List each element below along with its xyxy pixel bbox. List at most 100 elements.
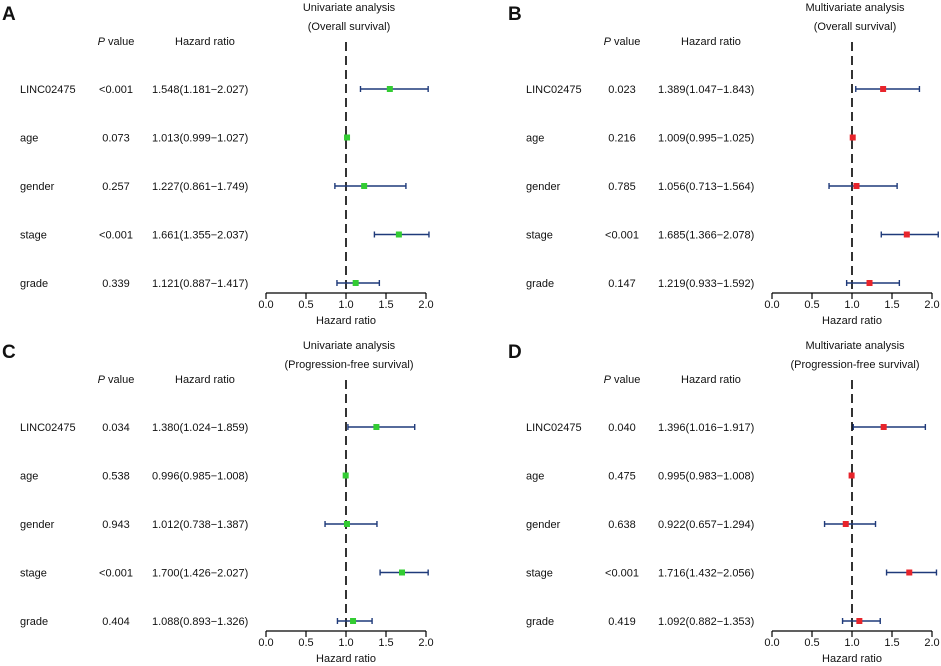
row-label: LINC02475 <box>20 84 76 96</box>
panel-subtitle: (Overall survival) <box>308 21 391 33</box>
hr-marker <box>395 231 402 238</box>
row-label: stage <box>526 568 553 580</box>
row-label: LINC02475 <box>526 84 582 96</box>
hr-marker <box>386 86 393 92</box>
row-label: gender <box>526 181 561 193</box>
x-axis-label: Hazard ratio <box>316 315 376 327</box>
x-tick-label: 1.0 <box>844 299 859 311</box>
x-tick-label: 1.5 <box>378 299 393 311</box>
x-tick-label: 0.5 <box>298 637 313 649</box>
hr-marker <box>343 521 350 527</box>
hazard-ratio-header: Hazard ratio <box>681 36 741 48</box>
row-pvalue: 0.475 <box>608 471 636 483</box>
x-tick-label: 0.5 <box>804 299 819 311</box>
row-hr-text: 1.219(0.933−1.592) <box>658 278 754 290</box>
x-tick-label: 2.0 <box>418 299 433 311</box>
row-pvalue: 0.538 <box>102 471 130 483</box>
row-pvalue: 0.404 <box>102 616 130 628</box>
panel-title: Multivariate analysis <box>805 340 905 352</box>
row-label: age <box>526 471 544 483</box>
hazard-ratio-header: Hazard ratio <box>175 36 235 48</box>
x-tick-label: 1.5 <box>378 637 393 649</box>
row-hr-text: 1.009(0.995−1.025) <box>658 133 754 145</box>
x-tick-label: 2.0 <box>418 637 433 649</box>
x-tick-label: 1.0 <box>338 299 353 311</box>
hr-marker <box>350 618 357 624</box>
row-hr-text: 1.227(0.861−1.749) <box>152 181 248 193</box>
x-tick-label: 1.0 <box>338 637 353 649</box>
row-label: LINC02475 <box>20 422 76 434</box>
row-label: age <box>20 471 38 483</box>
row-pvalue: 0.638 <box>608 519 636 531</box>
hr-marker <box>880 424 887 430</box>
row-pvalue: 0.419 <box>608 616 636 628</box>
row-label: grade <box>526 278 554 290</box>
x-tick-label: 2.0 <box>924 299 939 311</box>
row-label: gender <box>20 519 55 531</box>
panel-subtitle: (Progression-free survival) <box>791 359 920 371</box>
row-hr-text: 0.922(0.657−1.294) <box>658 519 754 531</box>
row-label: age <box>20 133 38 145</box>
hr-marker <box>856 618 863 624</box>
hr-marker <box>399 569 405 576</box>
row-hr-text: 1.092(0.882−1.353) <box>658 616 754 628</box>
panel-subtitle: (Overall survival) <box>814 21 897 33</box>
row-hr-text: 1.013(0.999−1.027) <box>152 133 248 145</box>
row-hr-text: 1.548(1.181−2.027) <box>152 84 248 96</box>
hr-marker <box>361 183 368 189</box>
row-pvalue: <0.001 <box>99 568 133 580</box>
hr-marker <box>352 280 359 286</box>
x-tick-label: 0.0 <box>258 637 273 649</box>
hr-marker <box>866 280 873 286</box>
hr-marker <box>849 134 856 141</box>
row-pvalue: <0.001 <box>605 230 639 242</box>
forest-panel-c: C Univariate analysis (Progression-free su… <box>2 340 434 665</box>
panel-title: Multivariate analysis <box>805 2 905 14</box>
row-hr-text: 1.700(1.426−2.027) <box>152 568 248 580</box>
pvalue-header: P value <box>98 36 135 48</box>
x-axis-label: Hazard ratio <box>316 653 376 665</box>
row-label: grade <box>526 616 554 628</box>
hr-marker <box>344 134 351 141</box>
hr-marker <box>853 183 860 189</box>
x-tick-label: 1.5 <box>884 299 899 311</box>
x-tick-label: 0.0 <box>764 637 779 649</box>
row-hr-text: 1.396(1.016−1.917) <box>658 422 754 434</box>
row-label: stage <box>20 230 47 242</box>
pvalue-header: P value <box>604 36 641 48</box>
hr-marker <box>342 472 349 479</box>
panel-subtitle: (Progression-free survival) <box>285 359 414 371</box>
panel-label: A <box>2 4 16 25</box>
row-pvalue: 0.257 <box>102 181 130 193</box>
x-tick-label: 1.5 <box>884 637 899 649</box>
row-pvalue: 0.943 <box>102 519 130 531</box>
hr-marker <box>848 472 855 479</box>
hr-marker <box>903 231 910 238</box>
forest-panel-b: B Multivariate analysis (Overall survival)… <box>508 2 940 327</box>
row-pvalue: 0.785 <box>608 181 636 193</box>
forest-panel-a: A Univariate analysis (Overall survival) P … <box>2 2 434 327</box>
row-hr-text: 1.121(0.887−1.417) <box>152 278 248 290</box>
row-pvalue: 0.216 <box>608 133 636 145</box>
row-label: stage <box>526 230 553 242</box>
x-tick-label: 2.0 <box>924 637 939 649</box>
x-tick-label: 1.0 <box>844 637 859 649</box>
hr-marker <box>842 521 849 527</box>
row-pvalue: 0.034 <box>102 422 130 434</box>
row-pvalue: 0.073 <box>102 133 130 145</box>
row-pvalue: 0.147 <box>608 278 636 290</box>
row-label: grade <box>20 616 48 628</box>
hr-marker <box>906 569 913 576</box>
x-axis-label: Hazard ratio <box>822 653 882 665</box>
panel-label: D <box>508 342 522 363</box>
panel-title: Univariate analysis <box>303 340 396 352</box>
row-label: gender <box>20 181 55 193</box>
panel-title: Univariate analysis <box>303 2 396 14</box>
pvalue-header: P value <box>604 374 641 386</box>
pvalue-header: P value <box>98 374 135 386</box>
hazard-ratio-header: Hazard ratio <box>175 374 235 386</box>
panel-label: C <box>2 342 16 363</box>
row-hr-text: 1.056(0.713−1.564) <box>658 181 754 193</box>
row-hr-text: 1.088(0.893−1.326) <box>152 616 248 628</box>
